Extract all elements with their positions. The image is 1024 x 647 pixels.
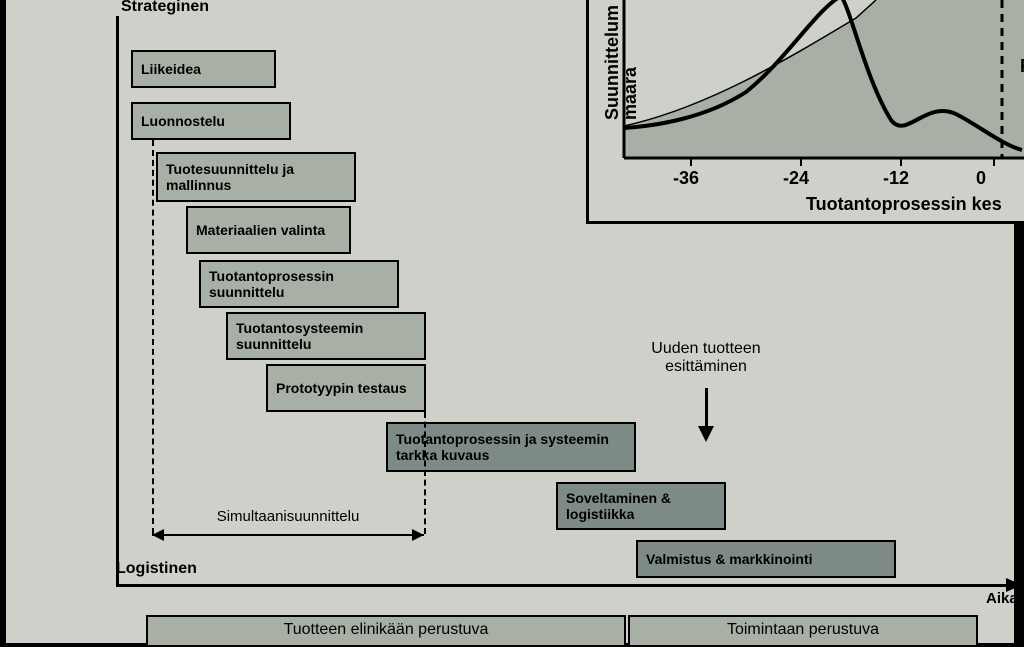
chart-p-mark: P [1020,56,1024,77]
chart-xtick-1: -24 [783,168,809,189]
stage-box-4: Tuotantoprosessin suunnittelu [199,260,399,308]
pointer-arrow-head [698,426,714,442]
footer-box-left: Tuotteen elinikään perustuva [146,615,626,647]
stage-box-9: Valmistus & markkinointi [636,540,896,578]
footer-box-right: Toimintaan perustuva [628,615,978,647]
range-arrow-right [412,529,424,541]
chart-xlabel: Tuotantoprosessin kes [806,194,1002,215]
dashed-line-1 [424,412,426,534]
pointer-arrow-shaft [705,388,708,426]
chart-xtick-2: -12 [883,168,909,189]
chart-xtick-0: -36 [673,168,699,189]
time-axis-line [116,584,1006,587]
stage-box-6: Prototyypin testaus [266,364,426,412]
stage-box-5: Tuotantosysteemin suunnittelu [226,312,426,360]
pointer-label: Uuden tuotteenesittäminen [606,340,806,376]
chart-svg [6,0,1024,224]
diagram-page: Strateginen Logistinen LiikeideaLuonnost… [0,0,1024,647]
time-axis-label: Aika [986,590,1018,607]
range-line [152,534,424,536]
range-label: Simultaanisuunnittelu [178,508,398,525]
chart-ylabel-2: määrä [620,67,641,120]
chart-xtick-3: 0 [976,168,986,189]
stage-box-8: Soveltaminen & logistiikka [556,482,726,530]
axis-bottom-label: Logistinen [116,560,197,578]
range-arrow-left [152,529,164,541]
